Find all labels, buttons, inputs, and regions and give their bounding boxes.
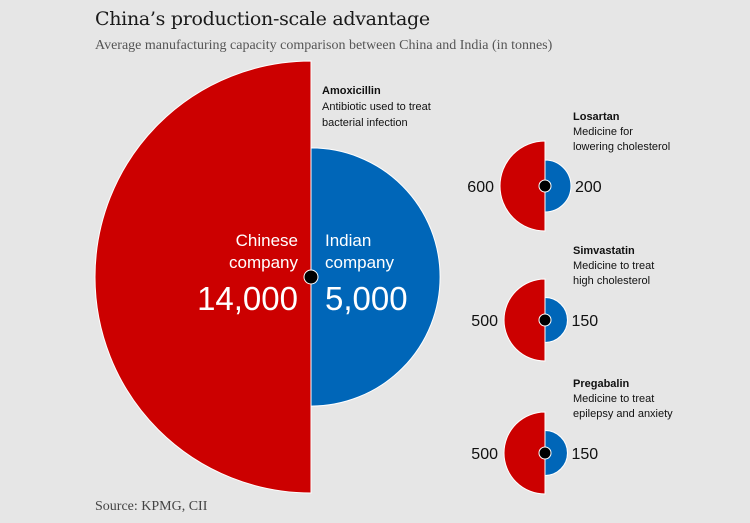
india-series-label: Indian [325,231,371,250]
india-value-label: 150 [571,446,598,463]
center-dot [538,446,552,460]
drug-name-label: Amoxicillin [322,85,381,97]
china-half-circle [503,278,546,362]
center-dot [538,313,552,327]
india-half-circle [544,159,572,213]
chart-subtitle: Average manufacturing capacity compariso… [95,38,553,53]
drug-name-label: Pregabalin [573,378,630,390]
drug-description-label: bacterial infection [322,117,408,129]
center-dot [303,269,319,285]
china-value-label: 500 [471,446,498,463]
china-half-circle [499,140,546,232]
drug-description-label: Medicine to treat [573,393,654,405]
drug-name-label: Losartan [573,111,620,123]
india-half-circle [544,297,568,343]
china-value-label: 600 [467,179,494,196]
drug-description-label: Antibiotic used to treat [322,101,431,113]
source-note: Source: KPMG, CII [95,499,208,514]
india-value-label: 150 [571,313,598,330]
drug-description-label: lowering cholesterol [573,141,670,153]
drug-description-label: epilepsy and anxiety [573,408,673,420]
drug-description-label: high cholesterol [573,275,650,287]
india-half-circle [544,430,568,476]
china-half-circle [503,411,546,495]
india-value-label: 200 [575,179,602,196]
china-half-circle [94,60,312,494]
china-series-label: Chinese [236,231,298,250]
china-series-label: company [229,253,298,272]
china-value-label: 14,000 [197,280,298,317]
chart-title: China’s production-scale advantage [95,8,430,30]
drug-name-label: Simvastatin [573,245,635,257]
drug-description-label: Medicine to treat [573,260,654,272]
drug-description-label: Medicine for [573,126,633,138]
india-series-label: company [325,253,394,272]
china-value-label: 500 [471,313,498,330]
india-half-circle [310,147,441,407]
center-dot [538,179,552,193]
india-value-label: 5,000 [325,280,408,317]
